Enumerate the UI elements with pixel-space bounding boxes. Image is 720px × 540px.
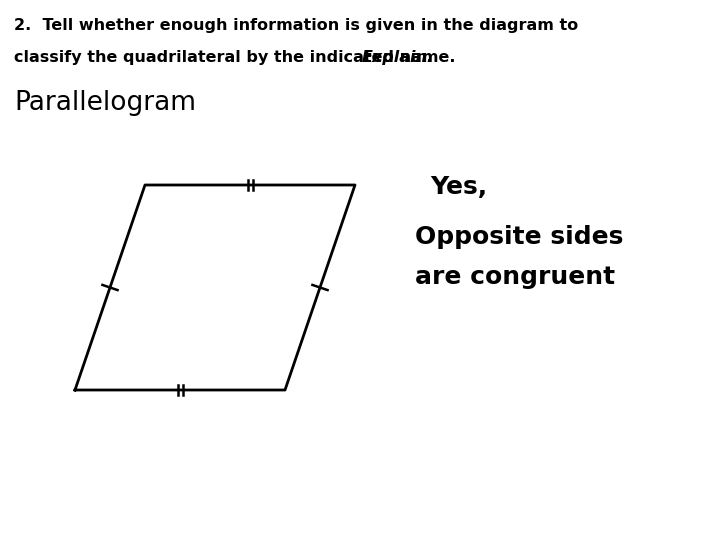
Text: Yes,: Yes, <box>430 175 487 199</box>
Text: are congruent: are congruent <box>415 265 615 289</box>
Text: Parallelogram: Parallelogram <box>14 90 196 116</box>
Text: classify the quadrilateral by the indicated name.: classify the quadrilateral by the indica… <box>14 50 467 65</box>
Text: Opposite sides: Opposite sides <box>415 225 624 249</box>
Text: Explain.: Explain. <box>362 50 434 65</box>
Text: 2.  Tell whether enough information is given in the diagram to: 2. Tell whether enough information is gi… <box>14 18 578 33</box>
